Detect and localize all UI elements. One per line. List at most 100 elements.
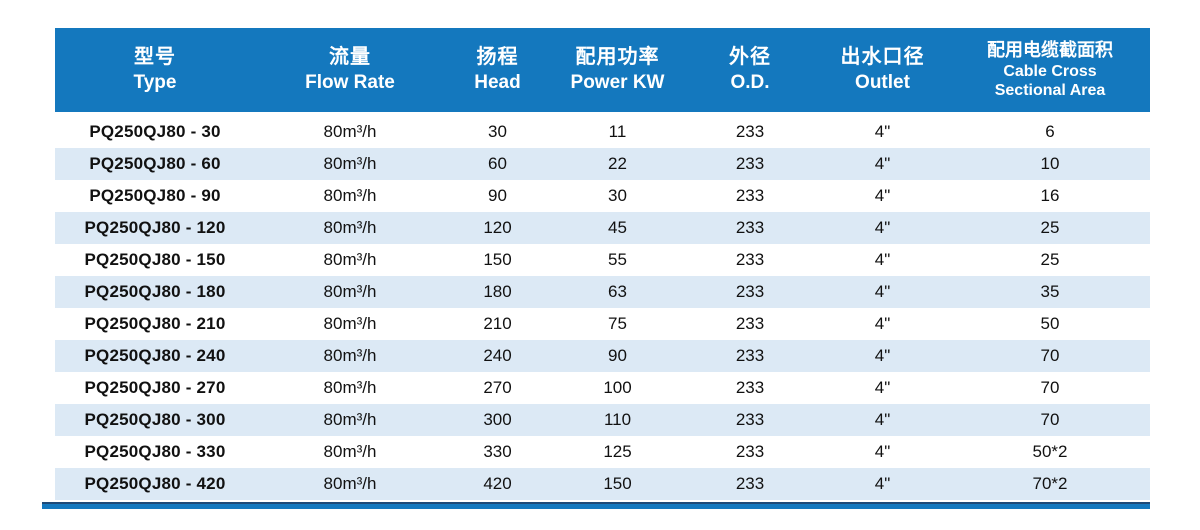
cell-od: 233: [735, 218, 765, 237]
cell-power-kw: 63: [608, 282, 627, 301]
table-row: PQ250QJ80 - 210 80m³/h 210 75 233 4" 50: [55, 308, 1150, 340]
cell-cable-area: 70: [1040, 410, 1060, 429]
cell-head: 120: [483, 218, 512, 237]
cell-power-kw: 22: [608, 154, 627, 173]
column-header-cable: 配用电缆截面积 Cable Cross Sectional Area: [950, 28, 1150, 112]
column-header-power-en: Power KW: [570, 72, 665, 94]
column-header-head: 扬程 Head: [445, 28, 550, 112]
table-row: PQ250QJ80 - 60 80m³/h 60 22 233 4" 10: [55, 148, 1150, 180]
column-header-od-zh: 外径: [729, 46, 771, 69]
cell-flow-rate: 80m³/h: [323, 282, 377, 301]
column-header-od: 外径 O.D.: [685, 28, 815, 112]
cell-cable-area: 50: [1040, 314, 1060, 333]
cell-od: 233: [735, 442, 765, 461]
column-header-cable-en: Cable Cross: [1003, 62, 1097, 80]
column-header-head-zh: 扬程: [476, 46, 519, 69]
cell-cable-area: 70*2: [1032, 474, 1068, 493]
cell-power-kw: 55: [608, 250, 627, 269]
cell-power-kw: 125: [603, 442, 632, 461]
cell-flow-rate: 80m³/h: [323, 410, 377, 429]
cell-type: PQ250QJ80 - 270: [84, 378, 226, 397]
cell-head: 90: [488, 186, 507, 205]
cell-od: 233: [735, 378, 765, 397]
cell-flow-rate: 80m³/h: [323, 474, 377, 493]
cell-flow-rate: 80m³/h: [323, 378, 377, 397]
cell-flow-rate: 80m³/h: [323, 218, 377, 237]
column-header-power-zh: 配用功率: [575, 46, 660, 69]
cell-outlet: 4": [874, 474, 891, 493]
cell-power-kw: 75: [608, 314, 627, 333]
cell-outlet: 4": [874, 410, 891, 429]
table-row: PQ250QJ80 - 120 80m³/h 120 45 233 4" 25: [55, 212, 1150, 244]
cell-power-kw: 90: [608, 346, 627, 365]
cell-flow-rate: 80m³/h: [323, 154, 377, 173]
cell-head: 60: [488, 154, 507, 173]
column-header-type-en: Type: [133, 72, 177, 94]
column-header-flow-rate: 流量 Flow Rate: [255, 28, 445, 112]
cell-od: 233: [735, 186, 765, 205]
cell-type: PQ250QJ80 - 90: [89, 186, 221, 205]
cell-cable-area: 70: [1040, 346, 1060, 365]
column-header-type: 型号 Type: [55, 28, 255, 112]
cell-power-kw: 150: [603, 474, 632, 493]
table-row: PQ250QJ80 - 30 80m³/h 30 11 233 4" 6: [55, 116, 1150, 148]
cell-cable-area: 6: [1045, 122, 1055, 141]
table-header: 型号 Type 流量 Flow Rate 扬程 Head 配用功率 Power …: [55, 28, 1150, 112]
cell-type: PQ250QJ80 - 210: [84, 314, 226, 333]
cell-outlet: 4": [874, 154, 891, 173]
cell-od: 233: [735, 346, 765, 365]
cell-head: 240: [483, 346, 512, 365]
table-body: PQ250QJ80 - 30 80m³/h 30 11 233 4" 6 PQ2…: [55, 116, 1150, 500]
cell-head: 210: [483, 314, 512, 333]
cell-head: 150: [483, 250, 512, 269]
pump-spec-table: 型号 Type 流量 Flow Rate 扬程 Head 配用功率 Power …: [42, 28, 1150, 509]
cell-flow-rate: 80m³/h: [323, 346, 377, 365]
cell-od: 233: [735, 250, 765, 269]
table-row: PQ250QJ80 - 240 80m³/h 240 90 233 4" 70: [55, 340, 1150, 372]
cell-head: 30: [488, 122, 507, 141]
table-row: PQ250QJ80 - 300 80m³/h 300 110 233 4" 70: [55, 404, 1150, 436]
cell-outlet: 4": [874, 218, 891, 237]
cell-od: 233: [735, 314, 765, 333]
cell-cable-area: 70: [1040, 378, 1060, 397]
table-row: PQ250QJ80 - 420 80m³/h 420 150 233 4" 70…: [55, 468, 1150, 500]
cell-outlet: 4": [874, 378, 891, 397]
table-row: PQ250QJ80 - 270 80m³/h 270 100 233 4" 70: [55, 372, 1150, 404]
table-row: PQ250QJ80 - 150 80m³/h 150 55 233 4" 25: [55, 244, 1150, 276]
column-header-cable-zh: 配用电缆截面积: [987, 40, 1113, 61]
cell-od: 233: [735, 282, 765, 301]
cell-outlet: 4": [874, 314, 891, 333]
cell-type: PQ250QJ80 - 150: [84, 250, 226, 269]
cell-type: PQ250QJ80 - 240: [84, 346, 226, 365]
column-header-power: 配用功率 Power KW: [550, 28, 685, 112]
cell-cable-area: 10: [1040, 154, 1060, 173]
cell-od: 233: [735, 122, 765, 141]
cell-type: PQ250QJ80 - 30: [89, 122, 221, 141]
cell-type: PQ250QJ80 - 330: [84, 442, 226, 461]
cell-head: 330: [483, 442, 512, 461]
column-header-head-en: Head: [474, 72, 521, 94]
cell-outlet: 4": [874, 250, 891, 269]
cell-od: 233: [735, 410, 765, 429]
cell-outlet: 4": [874, 282, 891, 301]
column-header-type-zh: 型号: [134, 46, 176, 69]
column-header-flow-rate-en: Flow Rate: [305, 72, 395, 94]
cell-power-kw: 30: [608, 186, 627, 205]
cell-power-kw: 45: [608, 218, 627, 237]
cell-flow-rate: 80m³/h: [323, 250, 377, 269]
cell-type: PQ250QJ80 - 60: [89, 154, 221, 173]
cell-od: 233: [735, 154, 765, 173]
column-header-outlet-zh: 出水口径: [840, 46, 925, 69]
cell-type: PQ250QJ80 - 300: [84, 410, 226, 429]
cell-outlet: 4": [874, 122, 891, 141]
column-header-cable-en2: Sectional Area: [994, 81, 1106, 99]
cell-outlet: 4": [874, 346, 891, 365]
cell-power-kw: 110: [603, 410, 632, 429]
column-header-outlet-en: Outlet: [855, 72, 910, 94]
cell-flow-rate: 80m³/h: [323, 442, 377, 461]
table-row: PQ250QJ80 - 180 80m³/h 180 63 233 4" 35: [55, 276, 1150, 308]
cell-type: PQ250QJ80 - 180: [84, 282, 226, 301]
table-row: PQ250QJ80 - 90 80m³/h 90 30 233 4" 16: [55, 180, 1150, 212]
cell-outlet: 4": [874, 186, 891, 205]
